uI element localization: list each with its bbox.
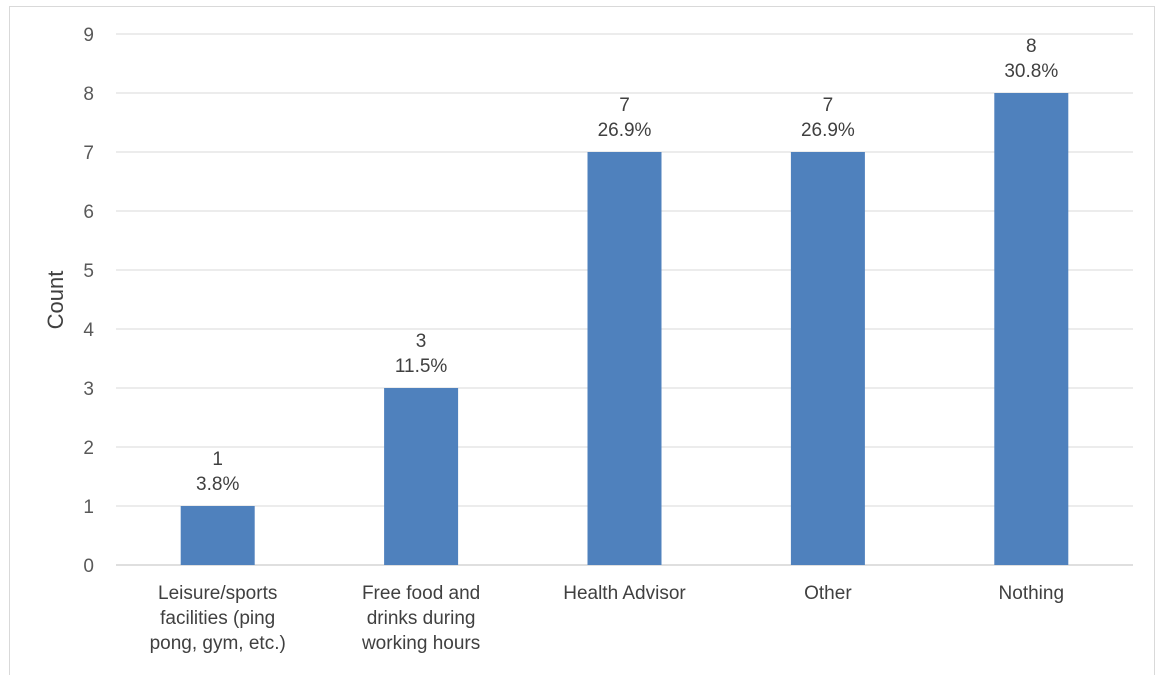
data-label-percent: 30.8%: [1004, 61, 1058, 82]
y-axis-title: Count: [43, 271, 68, 330]
data-label-percent: 3.8%: [196, 474, 239, 495]
y-tick-label: 4: [83, 320, 94, 341]
bars: [180, 93, 1069, 565]
data-label-count: 7: [823, 95, 834, 116]
y-tick-label: 7: [83, 143, 94, 164]
x-category-label: drinks during: [367, 608, 476, 629]
bar: [180, 506, 255, 565]
y-tick-label: 1: [83, 497, 94, 518]
data-label-count: 7: [619, 95, 630, 116]
x-category-label: Other: [804, 583, 852, 604]
data-label-percent: 26.9%: [801, 120, 855, 141]
x-category-label: Free food and: [362, 583, 480, 604]
bar: [790, 152, 865, 565]
x-category-label: facilities (ping: [160, 608, 275, 629]
y-tick-label: 3: [83, 379, 94, 400]
bar: [994, 93, 1069, 565]
y-tick-label: 0: [83, 556, 94, 577]
data-label-percent: 26.9%: [598, 120, 652, 141]
x-category-label: Health Advisor: [563, 583, 686, 604]
y-tick-label: 9: [83, 25, 94, 46]
y-axis-ticks: 0 1 2 3 4 5 6 7 8 9: [83, 25, 94, 577]
data-label-percent: 11.5%: [395, 356, 448, 377]
bar: [384, 388, 459, 565]
y-tick-label: 5: [83, 261, 94, 282]
x-category-label: Leisure/sports: [158, 583, 277, 604]
x-category-label: pong, gym, etc.): [150, 633, 286, 654]
data-label-count: 3: [416, 331, 427, 352]
y-tick-label: 8: [83, 84, 94, 105]
bar: [587, 152, 662, 565]
data-label-count: 1: [212, 449, 223, 470]
data-labels: 1 3.8% 3 11.5% 7 26.9% 7 26.9% 8 30.8%: [196, 36, 1058, 495]
category-labels: Leisure/sports facilities (ping pong, gym,…: [150, 583, 1064, 654]
x-category-label: working hours: [361, 633, 480, 654]
y-tick-label: 6: [83, 202, 94, 223]
x-category-label: Nothing: [999, 583, 1065, 604]
y-tick-label: 2: [83, 438, 94, 459]
data-label-count: 8: [1026, 36, 1037, 57]
